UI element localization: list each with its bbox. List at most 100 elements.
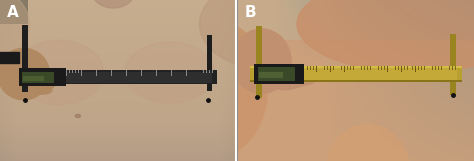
- Bar: [207, 35, 212, 71]
- Ellipse shape: [92, 0, 135, 8]
- Bar: [398, 66, 399, 70]
- Ellipse shape: [285, 78, 309, 87]
- Bar: [450, 82, 456, 95]
- Bar: [19, 68, 66, 86]
- Ellipse shape: [327, 125, 409, 161]
- Bar: [255, 64, 304, 84]
- Text: A: A: [7, 5, 19, 20]
- Ellipse shape: [0, 0, 29, 68]
- Bar: [258, 67, 295, 81]
- Bar: [367, 66, 368, 70]
- Bar: [22, 25, 27, 71]
- Bar: [370, 66, 371, 70]
- Bar: [435, 66, 436, 70]
- Bar: [304, 66, 305, 70]
- Bar: [421, 66, 422, 70]
- Ellipse shape: [161, 20, 267, 157]
- Bar: [418, 66, 419, 70]
- Ellipse shape: [232, 29, 291, 93]
- Bar: [341, 66, 342, 70]
- Bar: [415, 66, 416, 72]
- Bar: [316, 66, 317, 72]
- Bar: [395, 66, 396, 70]
- Bar: [66, 71, 67, 76]
- Bar: [185, 71, 186, 76]
- Bar: [358, 66, 359, 72]
- Bar: [207, 84, 212, 90]
- Bar: [250, 80, 462, 82]
- Bar: [22, 72, 55, 83]
- Ellipse shape: [297, 0, 474, 72]
- Bar: [387, 66, 388, 72]
- Bar: [353, 66, 354, 70]
- Bar: [301, 66, 302, 72]
- Ellipse shape: [14, 40, 104, 105]
- Bar: [407, 66, 408, 70]
- Bar: [250, 66, 462, 82]
- Bar: [350, 66, 351, 70]
- Bar: [171, 71, 172, 76]
- Ellipse shape: [40, 72, 59, 80]
- Bar: [444, 66, 445, 72]
- Bar: [238, 40, 474, 161]
- Bar: [250, 66, 462, 68]
- Bar: [427, 66, 428, 70]
- Ellipse shape: [279, 79, 303, 88]
- Bar: [412, 66, 413, 70]
- Bar: [330, 66, 331, 72]
- Bar: [384, 66, 385, 70]
- Ellipse shape: [125, 42, 215, 103]
- Ellipse shape: [200, 0, 329, 68]
- Bar: [324, 66, 325, 70]
- Bar: [259, 72, 283, 78]
- Bar: [23, 76, 45, 80]
- Bar: [321, 66, 322, 70]
- Ellipse shape: [75, 114, 81, 118]
- Bar: [111, 71, 112, 76]
- Bar: [432, 66, 433, 70]
- Bar: [22, 84, 27, 92]
- Bar: [327, 66, 328, 70]
- Bar: [347, 66, 348, 70]
- Bar: [255, 82, 262, 98]
- Bar: [452, 66, 453, 70]
- Bar: [310, 66, 311, 70]
- Bar: [375, 66, 376, 70]
- Ellipse shape: [0, 48, 50, 100]
- Bar: [455, 66, 456, 70]
- Bar: [450, 34, 456, 66]
- Bar: [126, 71, 127, 76]
- Bar: [361, 66, 362, 70]
- Bar: [392, 66, 393, 70]
- Bar: [307, 66, 308, 70]
- Bar: [364, 66, 365, 70]
- Bar: [0, 52, 19, 63]
- Ellipse shape: [273, 81, 297, 90]
- Bar: [81, 71, 82, 76]
- Bar: [438, 66, 439, 70]
- Bar: [255, 26, 262, 66]
- Bar: [96, 71, 97, 76]
- Ellipse shape: [38, 76, 57, 85]
- Bar: [378, 66, 379, 70]
- Bar: [64, 72, 212, 83]
- Bar: [333, 66, 334, 70]
- Bar: [19, 71, 217, 84]
- Bar: [429, 66, 430, 72]
- Bar: [381, 66, 382, 70]
- Bar: [373, 66, 374, 72]
- Bar: [344, 66, 345, 72]
- Bar: [141, 71, 142, 76]
- Bar: [299, 68, 457, 80]
- Bar: [401, 66, 402, 72]
- Text: B: B: [245, 5, 256, 20]
- Bar: [336, 66, 337, 70]
- Bar: [404, 66, 405, 70]
- Bar: [390, 66, 391, 70]
- Ellipse shape: [291, 76, 315, 85]
- Bar: [441, 66, 442, 70]
- Bar: [313, 66, 314, 70]
- Bar: [424, 66, 425, 70]
- Ellipse shape: [33, 86, 52, 94]
- Ellipse shape: [36, 81, 55, 89]
